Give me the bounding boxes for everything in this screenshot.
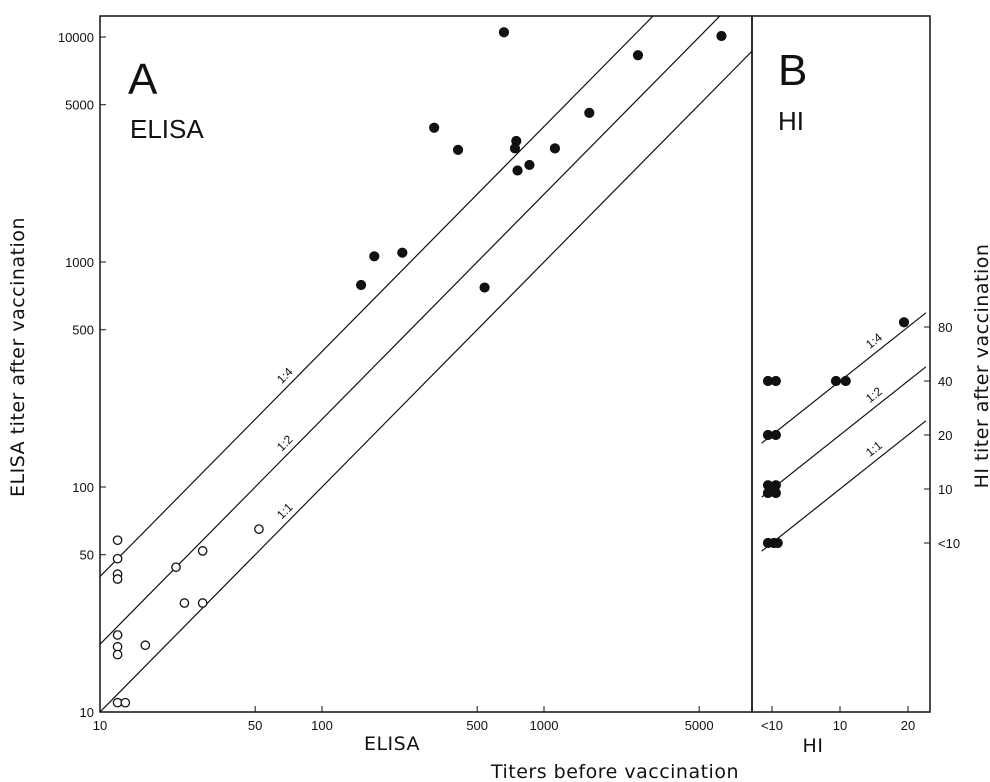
- x-tick-label-b-2: 20: [901, 718, 915, 733]
- y-tick-label-a-4: 1000: [65, 255, 94, 270]
- open-point-a-4: [112, 630, 123, 640]
- filled-point-a-8: [511, 135, 522, 147]
- open-point-a-13: [197, 546, 208, 556]
- ref-label-a-1-4: 1:4: [274, 364, 296, 386]
- open-point-a-8: [120, 697, 131, 708]
- filled-point-a-4: [452, 144, 464, 155]
- filled-point-a-1: [369, 251, 380, 262]
- y-tick-label-a-6: 10000: [58, 30, 94, 45]
- ref-line-a-1-4: [100, 16, 654, 578]
- filled-point-b-10: [772, 537, 783, 549]
- ref-label-a-1-1: 1:1: [274, 500, 296, 522]
- x-tick-label-a-2: 100: [311, 718, 333, 733]
- filled-point-a-9: [512, 165, 523, 176]
- y-tick-label-a-2: 100: [72, 480, 94, 495]
- x-tick-label-a-3: 500: [466, 718, 488, 733]
- open-point-a-6: [112, 649, 123, 660]
- y-tick-label-b-4: 80: [938, 320, 952, 335]
- filled-point-a-13: [632, 50, 644, 61]
- open-point-a-11: [179, 598, 190, 608]
- panel-b-subtitle: HI: [778, 106, 804, 136]
- ref-line-a-1-1: [100, 50, 752, 712]
- open-point-a-5: [112, 641, 123, 652]
- y-tick-label-b-3: 40: [938, 374, 952, 389]
- x-axis-title-elisa: ELISA: [364, 733, 420, 755]
- open-point-a-1: [112, 553, 123, 564]
- filled-point-a-10: [524, 159, 535, 171]
- filled-point-a-12: [584, 107, 595, 118]
- y-axis-title-elisa: ELISA titer after vaccination: [7, 217, 29, 497]
- open-point-a-9: [140, 640, 151, 651]
- x-tick-label-a-1: 50: [248, 718, 262, 733]
- x-axis-title-hi: HI: [803, 735, 824, 757]
- filled-point-b-13: [898, 317, 910, 328]
- x-tick-label-b-1: 10: [833, 718, 847, 733]
- panel-a-subtitle: ELISA: [130, 114, 204, 144]
- y-tick-label-a-5: 5000: [65, 98, 94, 113]
- open-point-a-0: [112, 535, 123, 546]
- open-point-a-3: [112, 574, 123, 584]
- filled-point-a-0: [355, 279, 367, 291]
- panel-a-letter: A: [128, 55, 158, 104]
- y-axis-title-hi: HI titer after vaccination: [971, 244, 990, 489]
- filled-point-a-2: [397, 247, 408, 258]
- ref-line-b-1-1: [761, 420, 927, 552]
- open-point-a-14: [254, 524, 264, 534]
- x-tick-label-a-5: 5000: [685, 718, 714, 733]
- x-tick-label-b-0: <10: [761, 718, 783, 733]
- x-tick-label-a-0: 10: [93, 718, 107, 733]
- filled-point-b-7: [770, 487, 781, 499]
- y-tick-label-b-2: 20: [938, 428, 952, 443]
- y-tick-label-a-3: 500: [72, 323, 94, 338]
- filled-point-b-11: [830, 375, 842, 387]
- filled-point-a-14: [716, 30, 727, 42]
- panel-b-letter: B: [778, 46, 807, 95]
- filled-point-a-5: [479, 282, 490, 293]
- panel-b-frame: [751, 15, 931, 713]
- ref-line-b-1-2: [761, 366, 927, 498]
- y-tick-label-b-0: <10: [938, 536, 960, 551]
- y-tick-label-b-1: 10: [938, 482, 952, 497]
- open-point-a-10: [171, 562, 181, 573]
- y-tick-label-a-1: 50: [80, 548, 94, 563]
- ref-label-a-1-2: 1:2: [274, 432, 296, 454]
- open-point-a-12: [197, 598, 208, 608]
- filled-point-b-3: [770, 429, 781, 441]
- filled-point-a-6: [498, 27, 510, 38]
- filled-point-a-3: [429, 122, 440, 133]
- filled-point-a-11: [549, 143, 561, 154]
- filled-point-b-1: [770, 375, 781, 387]
- panel-a: 10 50 100 500 1000 5000 10 50 100 500 1000 5000 1000…: [58, 15, 753, 733]
- shared-x-axis-title: Titers before vaccination: [490, 761, 739, 782]
- y-tick-label-a-0: 10: [80, 705, 94, 720]
- ref-line-a-1-2: [100, 16, 721, 646]
- filled-point-b-12: [840, 375, 851, 387]
- x-tick-label-a-4: 1000: [530, 718, 559, 733]
